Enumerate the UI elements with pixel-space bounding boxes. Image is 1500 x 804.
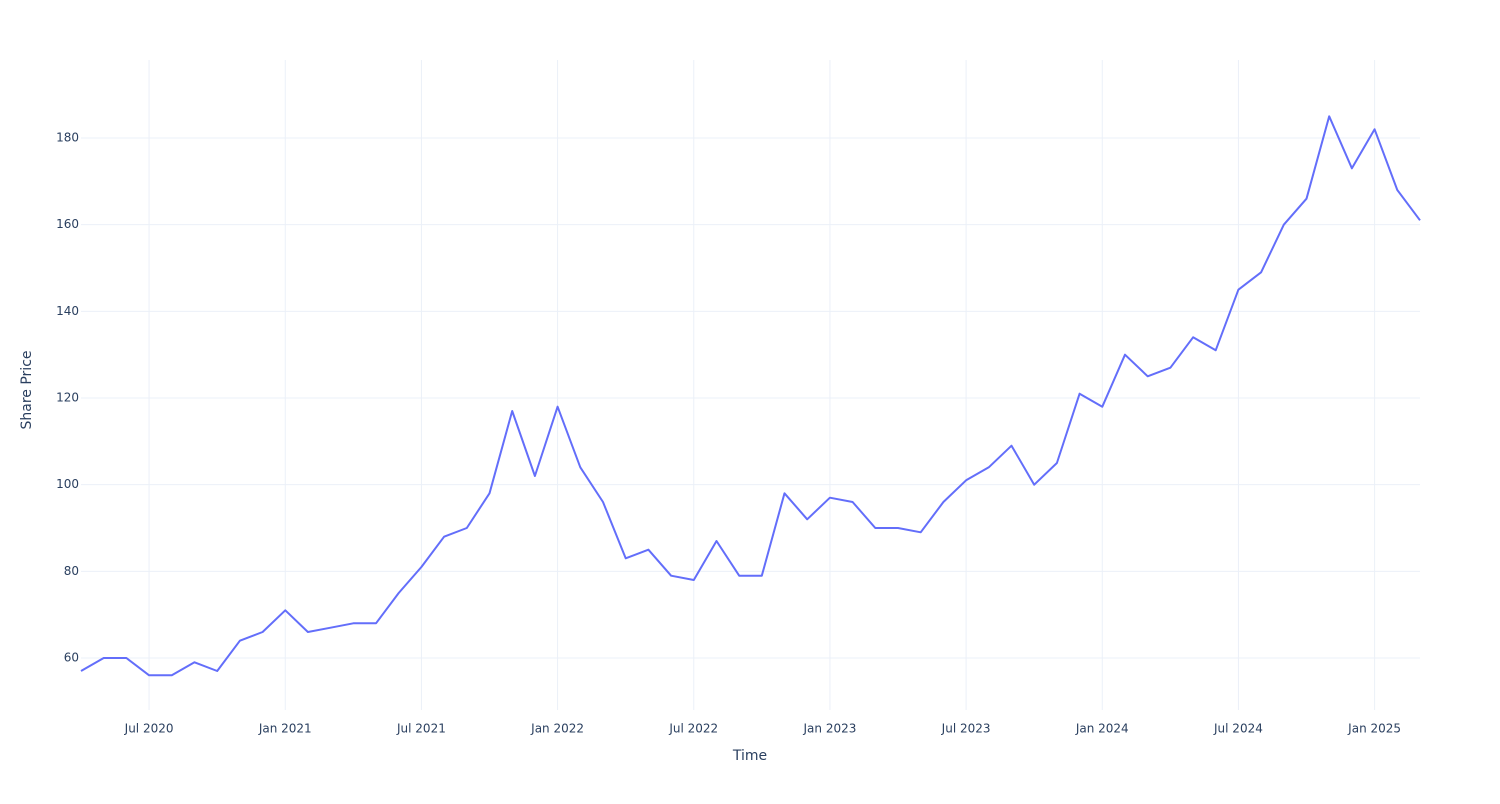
x-tick-label: Jul 2023 xyxy=(941,722,991,736)
x-tick-label: Jan 2023 xyxy=(803,722,857,736)
x-tick-label: Jul 2020 xyxy=(124,722,174,736)
x-tick-label: Jan 2024 xyxy=(1075,722,1129,736)
x-tick-label: Jan 2021 xyxy=(258,722,312,736)
x-tick-label: Jan 2025 xyxy=(1347,722,1401,736)
x-tick-label: Jul 2021 xyxy=(396,722,446,736)
y-tick-label: 60 xyxy=(64,651,79,665)
y-tick-label: 100 xyxy=(56,477,79,491)
y-tick-label: 180 xyxy=(56,131,79,145)
y-tick-label: 140 xyxy=(56,304,79,318)
y-tick-label: 120 xyxy=(56,391,79,405)
x-axis-title: Time xyxy=(732,748,767,764)
y-tick-label: 160 xyxy=(56,217,79,231)
price-line xyxy=(80,115,1421,677)
y-tick-label: 80 xyxy=(64,564,79,578)
x-tick-label: Jul 2022 xyxy=(668,722,718,736)
y-axis-title: Share Price xyxy=(19,350,35,429)
x-tick-label: Jan 2022 xyxy=(530,722,584,736)
grid xyxy=(81,60,1420,710)
x-tick-label: Jul 2024 xyxy=(1213,722,1263,736)
